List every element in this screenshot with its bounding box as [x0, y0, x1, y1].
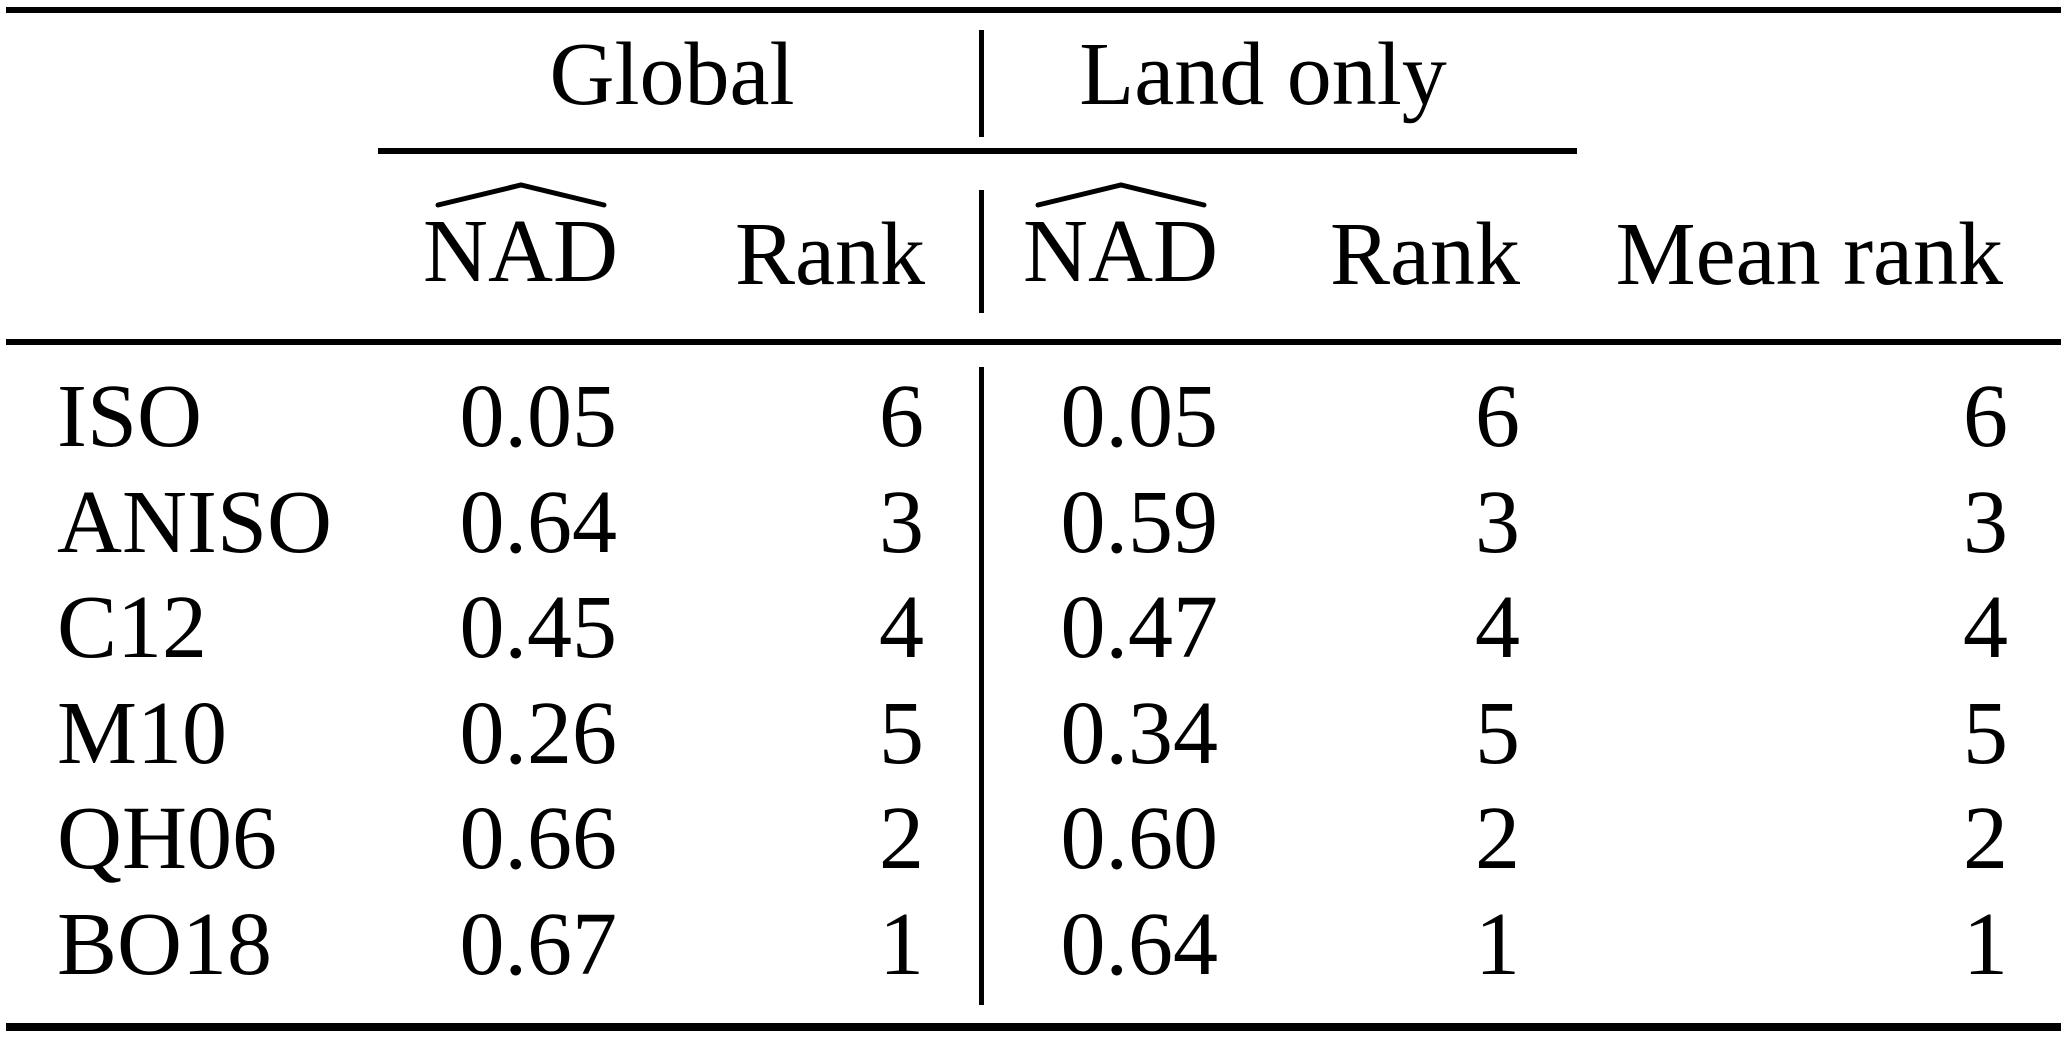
global-nad-value: 0.05 [459, 367, 618, 466]
global-rank-value: 6 [879, 367, 924, 466]
mean-rank-value: 6 [1963, 367, 2008, 466]
global-nad-value: 0.64 [459, 473, 618, 572]
model-label: BO18 [57, 895, 273, 994]
mean-rank-value: 2 [1963, 789, 2008, 888]
land-nad-value: 0.59 [1060, 473, 1219, 572]
table-row: QH06 0.66 2 0.60 2 2 [0, 786, 2067, 892]
group-header-global: Global [549, 25, 795, 124]
land-rank-value: 1 [1475, 895, 1520, 994]
top-rule [6, 7, 2061, 13]
land-nad-value: 0.47 [1060, 578, 1219, 677]
mean-rank-value: 4 [1963, 578, 2008, 677]
mean-rank-value: 5 [1963, 684, 2008, 783]
column-header-label: NAD [1023, 202, 1218, 301]
column-header-land-nad: NAD [1023, 182, 1218, 297]
table-row: BO18 0.67 1 0.64 1 1 [0, 892, 2067, 998]
global-nad-value: 0.26 [459, 684, 618, 783]
model-label: ANISO [57, 473, 333, 572]
widehat-icon [1035, 182, 1206, 208]
land-nad-value: 0.64 [1060, 895, 1219, 994]
column-divider-top-segment [979, 30, 984, 137]
model-label: C12 [57, 578, 208, 677]
global-rank-value: 1 [879, 895, 924, 994]
column-header-mean-rank: Mean rank [1615, 205, 2003, 304]
global-rank-value: 4 [879, 578, 924, 677]
global-rank-value: 3 [879, 473, 924, 572]
global-rank-value: 2 [879, 789, 924, 888]
mean-rank-value: 1 [1963, 895, 2008, 994]
global-nad-value: 0.66 [459, 789, 618, 888]
mean-rank-value: 3 [1963, 473, 2008, 572]
group-underline-rule [378, 148, 1577, 154]
column-divider-body-segment [979, 367, 984, 1005]
column-header-global-nad: NAD [423, 182, 618, 297]
model-label: ISO [57, 367, 203, 466]
bottom-rule [6, 1023, 2061, 1031]
column-header-global-rank: Rank [735, 205, 925, 304]
widehat-icon [435, 182, 606, 208]
table-row: ANISO 0.64 3 0.59 3 3 [0, 470, 2067, 576]
land-rank-value: 3 [1475, 473, 1520, 572]
column-divider-header-segment [979, 190, 984, 313]
global-nad-value: 0.45 [459, 578, 618, 677]
group-header-land-only: Land only [1079, 25, 1447, 124]
column-header-land-rank: Rank [1330, 205, 1520, 304]
land-rank-value: 2 [1475, 789, 1520, 888]
land-rank-value: 6 [1475, 367, 1520, 466]
table-row: C12 0.45 4 0.47 4 4 [0, 575, 2067, 681]
land-nad-value: 0.05 [1060, 367, 1219, 466]
land-rank-value: 4 [1475, 578, 1520, 677]
table-row: M10 0.26 5 0.34 5 5 [0, 681, 2067, 787]
land-nad-value: 0.60 [1060, 789, 1219, 888]
model-label: QH06 [57, 789, 277, 888]
land-rank-value: 5 [1475, 684, 1520, 783]
model-label: M10 [57, 684, 228, 783]
column-header-label: NAD [423, 202, 618, 301]
header-bottom-rule [6, 339, 2061, 345]
land-nad-value: 0.34 [1060, 684, 1219, 783]
global-nad-value: 0.67 [459, 895, 618, 994]
global-rank-value: 5 [879, 684, 924, 783]
table-row: ISO 0.05 6 0.05 6 6 [0, 364, 2067, 470]
